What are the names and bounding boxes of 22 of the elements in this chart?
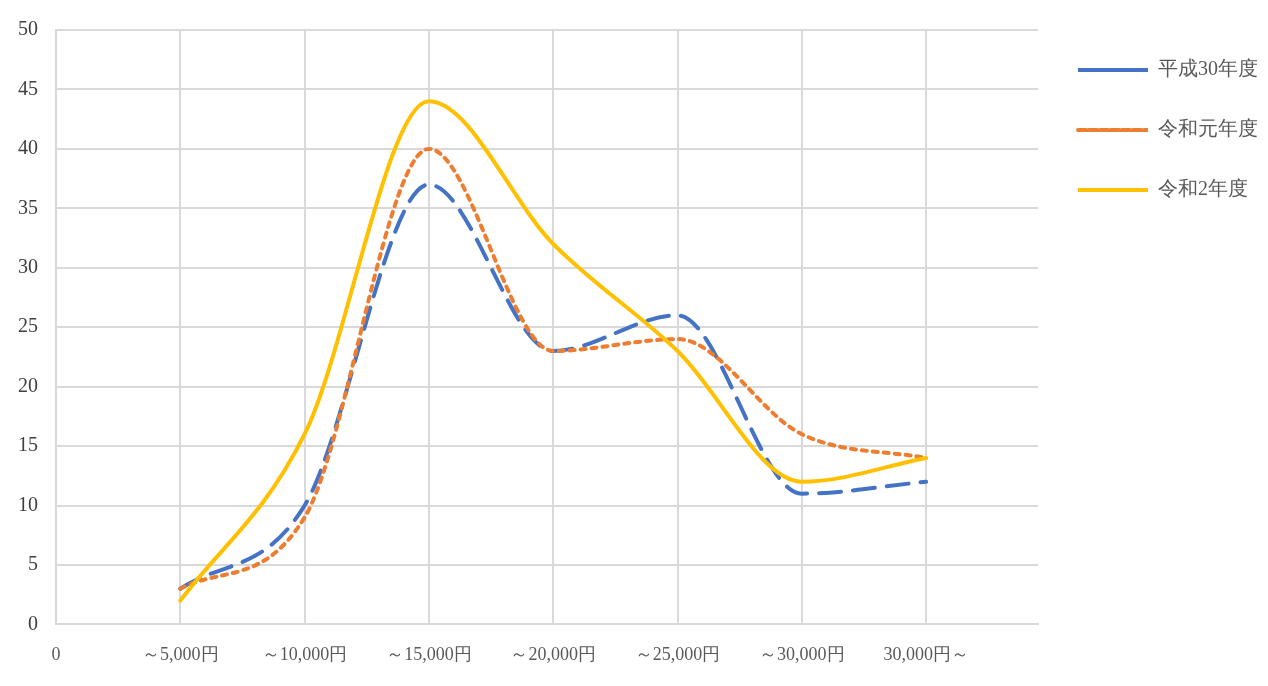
x-tick-label: ～25,000円: [634, 643, 721, 664]
x-tick-label: 0: [51, 643, 61, 664]
x-tick-label: 30,000円～: [883, 643, 969, 664]
legend-label: 令和元年度: [1158, 117, 1258, 140]
legend-label: 令和2年度: [1158, 177, 1248, 200]
x-tick-label: ～20,000円: [510, 643, 596, 664]
legend-label: 平成30年度: [1158, 57, 1258, 80]
y-tick-label: 25: [18, 314, 38, 337]
y-tick-label: 40: [18, 136, 38, 159]
y-tick-label: 30: [18, 255, 38, 278]
y-tick-label: 50: [18, 17, 38, 40]
y-tick-label: 35: [18, 195, 38, 218]
y-tick-label: 0: [28, 611, 38, 634]
x-tick-label: ～5,000円: [142, 643, 219, 664]
y-tick-label: 15: [18, 433, 38, 456]
y-tick-label: 45: [18, 76, 38, 99]
y-tick-label: 5: [28, 552, 38, 575]
y-tick-label: 20: [18, 373, 38, 396]
x-tick-label: ～10,000円: [261, 643, 348, 664]
x-tick-label: ～30,000円: [759, 643, 845, 664]
x-tick-label: ～15,000円: [386, 643, 472, 664]
y-tick-label: 10: [18, 492, 38, 515]
